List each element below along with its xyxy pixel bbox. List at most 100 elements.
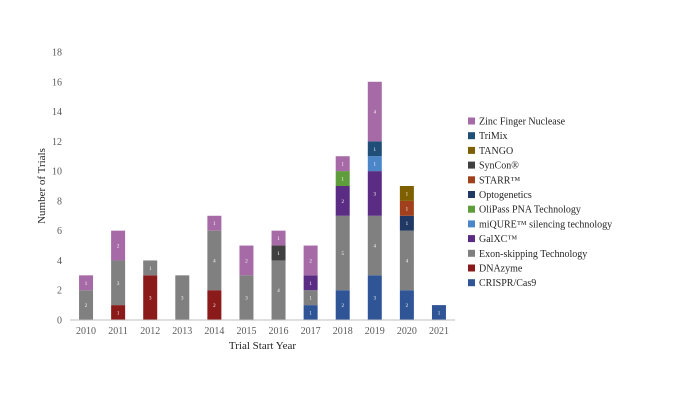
legend-swatch — [468, 161, 475, 169]
bar-segment-label: 2 — [341, 304, 344, 309]
bar-segment — [367, 275, 382, 320]
bar-segment — [207, 230, 222, 291]
bar-segment-label: 1 — [277, 237, 280, 242]
legend: Zinc Finger Nuclease TriMix TANGO SynCon® ST… — [468, 117, 612, 289]
bar-segment — [111, 305, 126, 320]
bar-segment — [303, 305, 318, 320]
y-tick-label: 4 — [57, 256, 62, 267]
x-tick-label: 2015 — [236, 326, 256, 337]
bar-segment — [271, 245, 286, 261]
bar-segment-label: 1 — [309, 282, 312, 287]
bar-segment — [399, 200, 414, 216]
x-tick-label: 2014 — [204, 326, 224, 337]
legend-label: TANGO — [479, 146, 513, 157]
bar-segment-label: 1 — [341, 178, 344, 183]
bar-segment-label: 4 — [213, 259, 216, 264]
bar-segment-label: 2 — [85, 304, 88, 309]
bar-segment — [335, 186, 350, 216]
bar-segment-label: 3 — [374, 297, 377, 302]
bar-segment — [175, 275, 190, 320]
bar-segment-label: 2 — [309, 259, 312, 264]
bar-segment — [271, 230, 286, 246]
bar-segment-label: 2 — [406, 304, 409, 309]
bar-segment — [335, 156, 350, 172]
bar-segment — [239, 275, 254, 320]
bar-segment — [399, 186, 414, 201]
bar-segment — [143, 260, 158, 276]
bar-segment-label: 5 — [341, 252, 344, 257]
y-axis-title: Number of Trials — [36, 148, 48, 224]
legend-label: SynCon® — [479, 161, 519, 172]
bar-segment — [207, 215, 222, 231]
bar-segment — [367, 141, 382, 157]
bar-segment-label: 1 — [406, 207, 409, 212]
legend-label: OliPass PNA Technology — [479, 205, 581, 216]
legend-swatch — [468, 132, 475, 140]
x-tick-label: 2017 — [301, 326, 321, 337]
legend-swatch — [468, 146, 475, 154]
y-tick-label: 8 — [57, 196, 62, 207]
bar-segment — [207, 290, 222, 320]
bar-segment — [367, 156, 382, 172]
bar-segment — [111, 260, 126, 306]
bar-segment — [111, 230, 126, 261]
bar-segment-label: 4 — [374, 245, 377, 250]
bar-segment-label: 2 — [213, 304, 216, 309]
bar-segment — [335, 215, 350, 291]
bar-segment-label: 1 — [341, 163, 344, 168]
bar-segment — [367, 171, 382, 216]
legend-label: GalXC™ — [479, 234, 517, 245]
bar-segment — [79, 290, 94, 320]
y-axis-ticks: 0 2 4 6 8 10 12 14 16 18 — [52, 48, 62, 327]
bar-segment — [335, 171, 350, 186]
legend-swatch — [468, 220, 475, 228]
bar-segment — [367, 215, 382, 276]
bar-segment-label: 3 — [374, 192, 377, 197]
x-tick-label: 2013 — [172, 326, 192, 337]
bar-segment — [367, 81, 382, 142]
y-tick-label: 14 — [52, 107, 62, 118]
x-tick-label: 2021 — [429, 326, 449, 337]
legend-swatch — [468, 205, 475, 213]
bar-segment — [399, 290, 414, 320]
bar-segment-label: 4 — [406, 259, 409, 264]
bar-segment — [79, 275, 94, 291]
legend-label: Exon-skipping Technology — [479, 249, 587, 260]
bar-segment-label: 1 — [374, 148, 377, 153]
bar-segment-label: 1 — [406, 222, 409, 227]
bar-segment-label: 2 — [245, 259, 248, 264]
legend-label: STARR™ — [479, 175, 520, 186]
bar-segment — [271, 260, 286, 320]
legend-label: Zinc Finger Nuclease — [479, 117, 566, 128]
bar-segment-label: 1 — [438, 312, 441, 317]
x-tick-label: 2011 — [108, 326, 128, 337]
x-tick-label: 2016 — [269, 326, 289, 337]
bar-segment-label: 1 — [213, 222, 216, 227]
legend-swatch — [468, 249, 475, 257]
x-tick-label: 2019 — [365, 326, 385, 337]
legend-label: Optogenetics — [479, 190, 532, 201]
legend-swatch — [468, 235, 475, 243]
y-tick-label: 12 — [52, 137, 62, 148]
bar-segment-label: 1 — [117, 312, 120, 317]
bar-segment-label: 1 — [85, 282, 88, 287]
bar-segments: 2 1 1 3 2 3 1 3 2 4 1 3 2 4 1 1 1 1 1 2 2 5 2 1 1 3 4 3 1 1 4 2 4 1 1 1 1 — [79, 81, 446, 320]
legend-swatch — [468, 191, 475, 198]
legend-swatch — [468, 117, 475, 125]
bar-segment — [303, 275, 318, 291]
y-tick-label: 18 — [52, 48, 62, 59]
bar-segment — [335, 290, 350, 320]
x-tick-label: 2018 — [333, 326, 353, 337]
x-tick-label: 2020 — [397, 326, 417, 337]
bar-segment — [399, 215, 414, 231]
legend-swatch — [468, 176, 475, 184]
legend-label: miQURE™ silencing technology — [479, 219, 612, 230]
bar-segment-label: 3 — [149, 297, 152, 302]
bar-segment — [303, 290, 318, 306]
bar-segment — [399, 230, 414, 291]
x-tick-label: 2010 — [76, 326, 96, 337]
bar-segment-label: 1 — [309, 297, 312, 302]
x-axis-ticks: 2010 2011 2012 2013 2014 2015 2016 2017 2018 2019… — [76, 326, 449, 337]
x-axis-title: Trial Start Year — [229, 340, 296, 352]
